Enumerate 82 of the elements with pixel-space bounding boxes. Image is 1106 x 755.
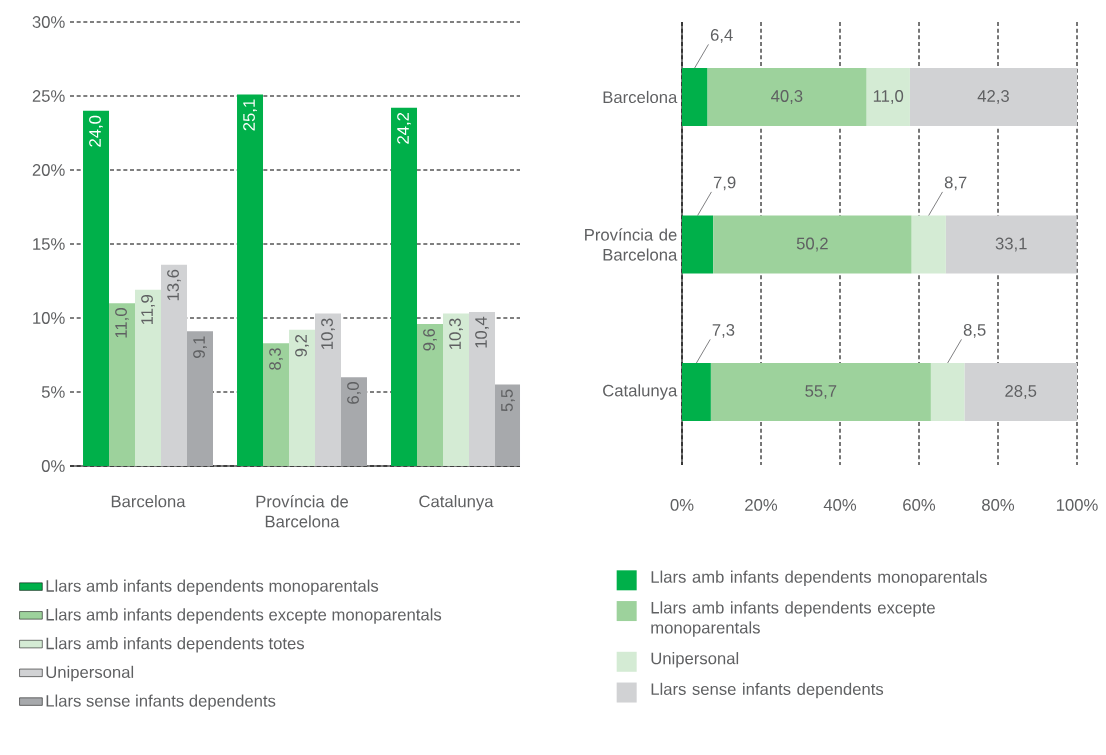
y-tick-label: 10% — [33, 312, 65, 324]
legend-label: Llars sense infants dependents — [46, 694, 276, 711]
data-label: 6,0 — [347, 382, 361, 404]
bar — [930, 362, 965, 421]
x-tick-label: 60% — [903, 499, 936, 511]
bar — [135, 289, 161, 466]
x-tick-label: Província de Barcelona — [256, 495, 349, 528]
bar — [682, 362, 711, 421]
data-label: 7,9 — [713, 176, 736, 191]
bar — [161, 264, 187, 466]
data-label: 9,6 — [423, 328, 437, 351]
bar — [469, 312, 495, 466]
x-tick-label: 100% — [1056, 499, 1098, 511]
y-tick-label: 0% — [41, 460, 65, 472]
bar — [707, 67, 867, 126]
y-tick-label: 5% — [41, 386, 65, 398]
bar — [945, 215, 1077, 274]
bar — [713, 215, 912, 274]
data-label: 6,4 — [710, 29, 733, 43]
bar — [289, 329, 315, 466]
bar — [682, 67, 708, 126]
legend-label: Unipersonal — [651, 652, 739, 668]
y-tick-label: 15% — [33, 238, 65, 250]
x-tick-label: 0% — [670, 499, 694, 511]
data-label: 42,3 — [977, 90, 1009, 104]
data-label: 40,3 — [771, 90, 803, 104]
x-tick-label: Barcelona — [111, 495, 186, 508]
x-tick-label: Catalunya — [419, 495, 494, 511]
bar — [187, 331, 213, 466]
data-label: 10,3 — [449, 318, 463, 349]
data-label: 10,3 — [321, 318, 335, 349]
bar — [710, 362, 931, 421]
y-tick-label: 25% — [32, 90, 65, 102]
bar — [911, 215, 946, 274]
bar — [315, 313, 341, 466]
data-label: 33,1 — [995, 237, 1027, 252]
bar — [341, 377, 367, 466]
bar — [83, 110, 110, 466]
data-label: 13,6 — [167, 269, 181, 301]
legend-label: Llars amb infants dependents monoparentals — [651, 570, 987, 587]
data-label: 9,1 — [193, 336, 207, 358]
legend-label: Llars amb infants dependents totes — [46, 637, 305, 653]
data-label: 7,3 — [712, 324, 735, 338]
data-label: 8,3 — [269, 348, 283, 370]
bar — [682, 215, 714, 274]
bar — [495, 384, 521, 466]
data-label: 8,5 — [963, 324, 986, 338]
legend-label: Unipersonal — [46, 665, 134, 682]
data-label: 8,7 — [944, 176, 967, 191]
y-tick-label: Barcelona — [603, 90, 678, 104]
y-tick-label: 30% — [32, 16, 65, 28]
bar — [263, 343, 290, 466]
y-tick-label: Província de Barcelona — [585, 228, 678, 261]
bar — [866, 67, 910, 126]
x-tick-label: 20% — [745, 499, 778, 511]
bar — [391, 107, 418, 466]
bar — [964, 362, 1078, 421]
bar — [237, 94, 264, 466]
legend-label: Llars amb infants dependents monoparentals — [46, 579, 379, 596]
legend-label: Llars sense infants dependents — [651, 682, 884, 699]
y-tick-label: 20% — [32, 164, 65, 176]
bar — [109, 303, 136, 466]
bar — [443, 313, 469, 466]
x-tick-label: 80% — [982, 499, 1015, 511]
legend-label: Llars amb infants dependents excepte monoparentals — [651, 601, 935, 637]
data-label: 10,4 — [475, 316, 489, 348]
x-tick-label: 40% — [823, 499, 857, 511]
data-label: 55,7 — [805, 385, 837, 399]
data-label: 11,9 — [141, 294, 155, 325]
data-label: 11,0 — [873, 90, 904, 104]
data-label: 24,2 — [397, 112, 411, 144]
data-label: 28,5 — [1005, 385, 1037, 399]
data-label: 24,0 — [89, 115, 103, 147]
bar — [909, 67, 1078, 126]
data-label: 25,1 — [243, 99, 257, 131]
data-label: 9,2 — [295, 334, 309, 357]
data-label: 50,2 — [796, 237, 828, 252]
data-label: 11,0 — [115, 308, 129, 338]
data-label: 5,5 — [501, 389, 515, 412]
bar — [417, 323, 444, 466]
legend-label: Llars amb infants dependents excepte monoparentals — [46, 608, 442, 624]
y-tick-label: Catalunya — [603, 384, 678, 400]
